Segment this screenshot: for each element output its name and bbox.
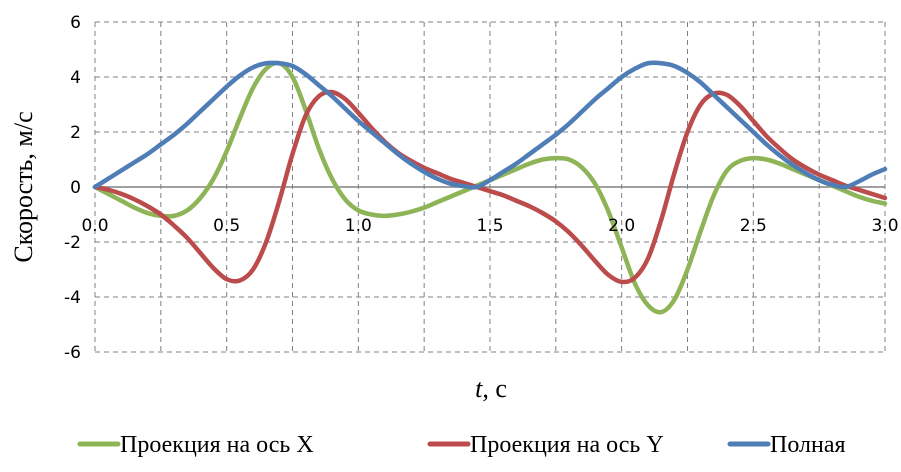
x-tick-label: 0.5	[213, 216, 240, 236]
y-tick-labels: 6 4 2 0 -2 -4 -6	[64, 13, 81, 363]
x-axis-title-variable: t	[475, 374, 483, 403]
legend-label-total: Полная	[770, 432, 846, 458]
legend: Проекция на ось X Проекция на ось Y Полная	[77, 432, 846, 458]
grid	[94, 21, 886, 353]
x-axis-title: t, с	[475, 374, 507, 403]
x-tick-label: 1.0	[345, 216, 372, 236]
x-tick-label: 1.5	[476, 216, 503, 236]
y-tick-label: -6	[64, 343, 81, 363]
x-tick-labels: 0.0 0.5 1.0 1.5 2.0 2.5 3.0	[81, 216, 898, 236]
series-layer	[92, 60, 888, 315]
y-axis-title: Скорость, м/с	[9, 111, 38, 262]
x-tick-label: 2.5	[740, 216, 767, 236]
legend-label-y-projection: Проекция на ось Y	[470, 432, 664, 458]
y-tick-label: 0	[70, 178, 81, 198]
y-tick-label: -2	[64, 233, 81, 253]
series-line-y-projection	[92, 89, 888, 285]
legend-label-x-projection: Проекция на ось X	[120, 432, 314, 458]
y-tick-label: 6	[70, 13, 81, 33]
x-tick-label: 3.0	[871, 216, 898, 236]
y-tick-label: 4	[70, 68, 81, 88]
y-tick-label: -4	[64, 288, 81, 308]
series-line-total	[92, 60, 888, 190]
x-tick-label: 0.0	[81, 216, 108, 236]
y-tick-label: 2	[70, 123, 81, 143]
x-tick-label: 2.0	[608, 216, 635, 236]
x-axis-title-unit: , с	[482, 374, 507, 403]
